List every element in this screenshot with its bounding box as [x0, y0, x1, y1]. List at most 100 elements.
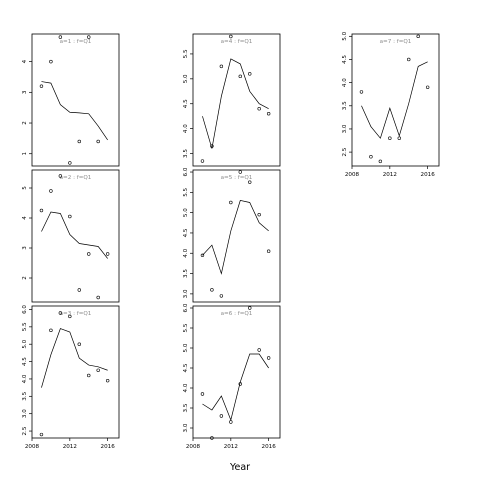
data-point	[210, 436, 214, 440]
y-tick-label: 4.5	[22, 357, 28, 366]
y-tick-label: 6.0	[183, 303, 189, 312]
y-tick-label: 5.0	[183, 74, 189, 83]
data-point	[58, 311, 63, 315]
y-tick-label: 5.0	[22, 339, 28, 348]
y-tick-label: 4.0	[342, 78, 348, 87]
panel-7: a=7 : f=Q1 2.5 3.0 3.5 4.0 4.5 5.0 2008 2012 2016	[342, 31, 440, 178]
x-tick-label: 2012	[63, 444, 77, 450]
panel-title: a=1 : f=Q1	[60, 39, 92, 45]
x-axis-label: Year	[229, 462, 250, 473]
data-point	[407, 57, 411, 62]
data-point	[77, 288, 81, 292]
y-tick-label: 3.5	[342, 101, 348, 110]
y-tick-label: 3.5	[183, 269, 189, 278]
y-tick-label: 3.0	[22, 409, 28, 418]
y-tick-label: 4.5	[342, 55, 348, 64]
panel-frame	[192, 305, 281, 439]
panel-title: a=7 : f=Q1	[380, 39, 412, 45]
panel-title: a=5 : f=Q1	[221, 175, 253, 181]
trend-line	[202, 200, 269, 275]
y-tick-label: 1	[22, 152, 28, 156]
data-point	[388, 136, 392, 140]
data-point	[49, 59, 53, 64]
x-tick-label: 2008	[345, 172, 360, 178]
trend-line	[41, 328, 108, 388]
data-point	[257, 212, 261, 217]
panel-title: a=4 : f=Q1	[221, 39, 253, 45]
data-point	[39, 208, 44, 213]
data-point	[96, 139, 100, 144]
x-tick-label: 2008	[186, 444, 201, 450]
panel-3: a=3 : f=Q1 2.5 3.0 3.5 4.0 4.5 5.0 5.5 6.0 2008 20…	[22, 305, 120, 450]
x-tick-label: 2016	[262, 444, 277, 450]
panel-title: a=2 : f=Q1	[60, 175, 92, 181]
panel-title: a=3 : f=Q1	[60, 311, 92, 317]
trend-line	[361, 61, 428, 139]
data-point	[248, 180, 252, 184]
panel-frame	[31, 33, 120, 167]
data-point	[219, 414, 224, 418]
data-point	[229, 34, 233, 39]
data-point	[257, 348, 261, 352]
y-tick-label: 3.0	[183, 423, 189, 432]
panel-1: a=1 : f=Q1 1 2 3 4	[22, 33, 120, 167]
y-tick-label: 2	[22, 121, 28, 125]
y-tick-label: 2.5	[342, 147, 348, 156]
data-point	[369, 155, 373, 159]
data-point	[266, 356, 271, 360]
trend-line	[202, 353, 269, 422]
y-tick-label: 4.5	[183, 99, 189, 108]
panel-frame	[31, 169, 120, 303]
y-tick-label: 5	[22, 186, 28, 190]
y-tick-label: 5.5	[22, 322, 28, 331]
data-point	[200, 253, 205, 257]
y-tick-label: 4	[22, 59, 28, 63]
data-point	[49, 328, 53, 333]
y-tick-label: 4.0	[183, 124, 189, 133]
data-point	[49, 189, 53, 193]
data-point	[96, 295, 100, 300]
panel-2: a=2 : f=Q1 2 3 4 5	[22, 169, 120, 303]
panel-6: a=6 : f=Q1 3.0 3.5 4.0 4.5 5.0 5.5 6.0 2008 2012 2…	[183, 303, 281, 450]
data-point	[39, 432, 44, 437]
data-point	[238, 74, 242, 79]
data-point	[378, 159, 383, 164]
data-point	[266, 249, 271, 253]
y-tick-label: 5.0	[342, 31, 348, 40]
data-point	[58, 174, 63, 178]
panel-frame	[192, 169, 281, 303]
panel-frame	[351, 33, 440, 167]
data-point	[257, 107, 261, 111]
data-point	[200, 392, 205, 396]
y-tick-label: 4.0	[183, 248, 189, 257]
panel-4: a=4 : f=Q1 3.5 4.0 4.5 5.0 5.5	[183, 33, 281, 167]
data-point	[68, 314, 72, 319]
y-tick-label: 2.5	[22, 426, 28, 435]
y-tick-label: 4.5	[183, 228, 189, 237]
y-tick-label: 3.5	[22, 391, 28, 400]
data-point	[68, 214, 72, 219]
data-point	[210, 288, 214, 292]
data-point	[105, 252, 110, 256]
trend-line	[41, 211, 108, 259]
y-tick-label: 4.0	[183, 383, 189, 392]
data-point	[229, 420, 233, 424]
y-tick-label: 4.0	[22, 374, 28, 383]
data-point	[200, 159, 205, 163]
y-tick-label: 3.5	[183, 403, 189, 412]
data-point	[77, 342, 81, 346]
y-tick-label: 6.0	[22, 305, 28, 314]
data-point	[39, 84, 44, 88]
y-tick-label: 5.0	[183, 208, 189, 217]
data-point	[87, 35, 91, 39]
x-tick-label: 2016	[421, 172, 436, 178]
data-point	[266, 111, 271, 116]
panel-frame	[31, 305, 120, 439]
data-point	[248, 72, 252, 76]
x-tick-label: 2016	[101, 444, 116, 450]
data-point	[238, 382, 242, 386]
data-point	[210, 144, 214, 148]
data-point	[87, 373, 91, 378]
y-tick-label: 3.5	[183, 149, 189, 158]
